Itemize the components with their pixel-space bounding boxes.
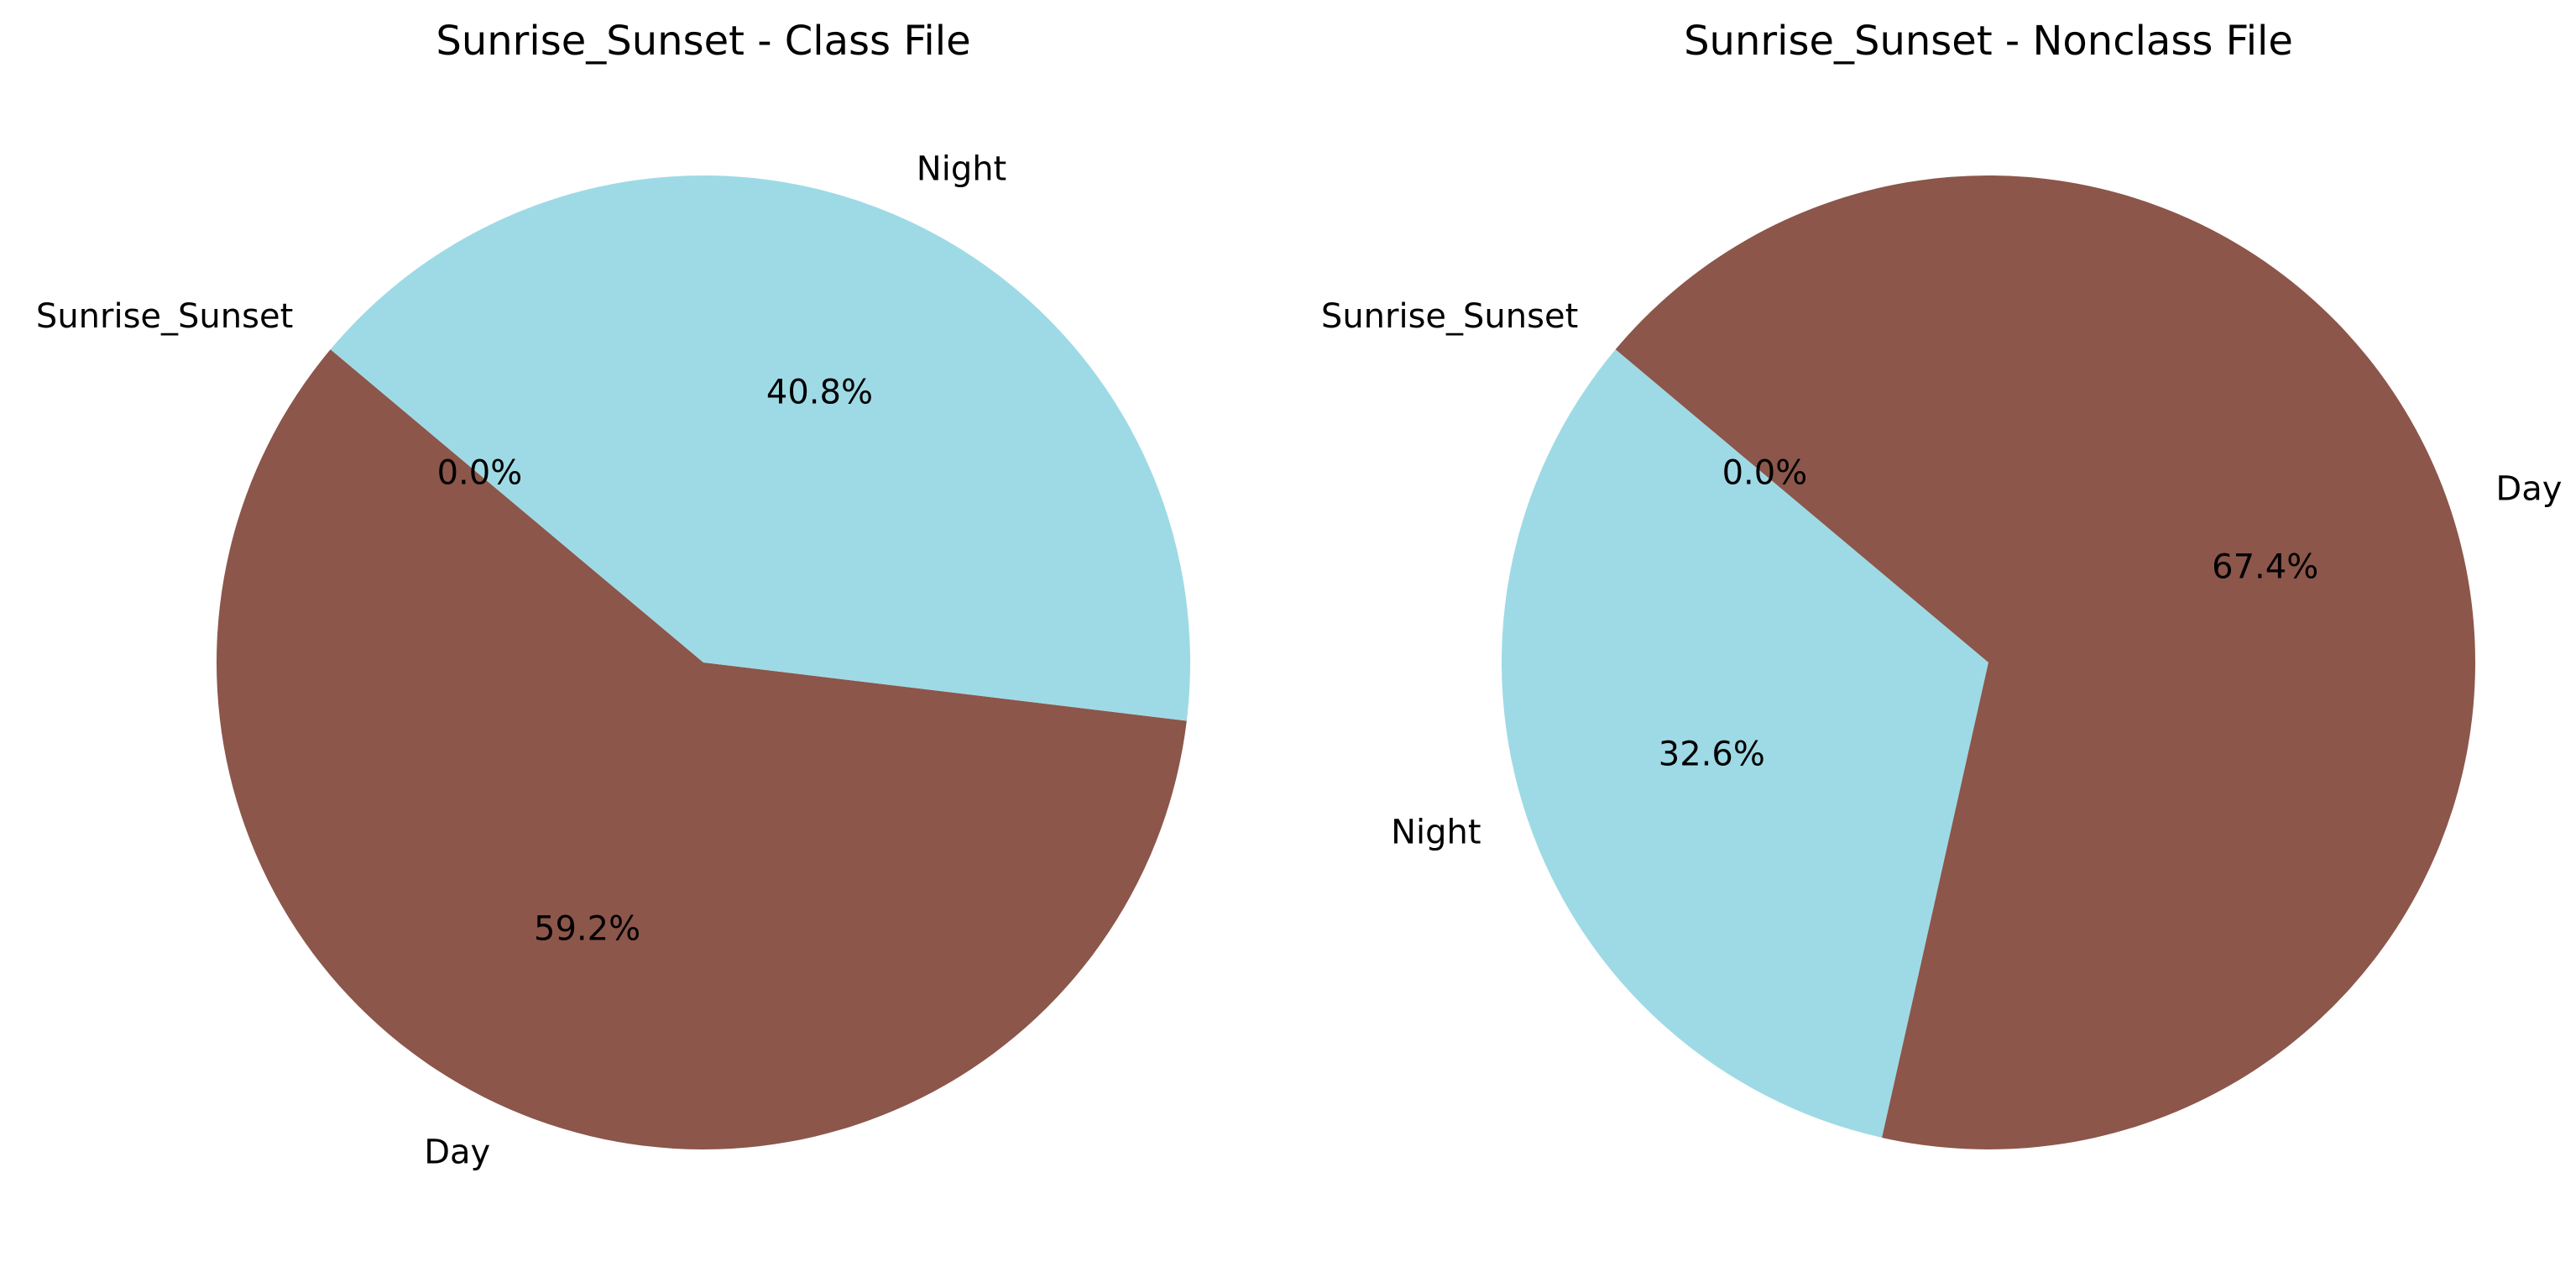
slice-percent-day: 67.4% <box>2212 548 2318 587</box>
slice-label-day: Day <box>424 1133 490 1171</box>
pie-slice-day <box>1615 175 2475 1149</box>
slice-percent-sunrise-sunset: 0.0% <box>437 453 523 492</box>
pie-slice-day <box>216 349 1187 1150</box>
pie-chart-nonclass-file: Sunrise_Sunset - Nonclass File Sunrise_S… <box>1321 18 2562 1149</box>
slice-label-sunrise-sunset: Sunrise_Sunset <box>1321 297 1578 336</box>
pie-labels: Sunrise_Sunset 0.0% Night 32.6% Day 67.4% <box>1321 297 2562 851</box>
slice-percent-sunrise-sunset: 0.0% <box>1722 453 1808 492</box>
slice-label-day: Day <box>2495 470 2562 509</box>
slice-percent-night: 32.6% <box>1659 735 1765 773</box>
slice-label-sunrise-sunset: Sunrise_Sunset <box>36 297 293 336</box>
pie-slices <box>1502 175 2475 1149</box>
chart-title: Sunrise_Sunset - Class File <box>436 18 970 65</box>
slice-label-night: Night <box>917 150 1006 189</box>
pie-labels: Sunrise_Sunset 0.0% Day 59.2% Night 40.8% <box>36 150 1006 1172</box>
slice-label-night: Night <box>1391 813 1481 851</box>
slice-percent-day: 59.2% <box>534 909 640 948</box>
chart-title: Sunrise_Sunset - Nonclass File <box>1684 18 2293 65</box>
pie-slice-night <box>330 175 1190 721</box>
pie-chart-class-file: Sunrise_Sunset - Class File Sunrise_Suns… <box>36 18 1190 1171</box>
slice-percent-night: 40.8% <box>766 374 873 412</box>
pie-slices <box>216 175 1190 1150</box>
pie-slice-night <box>1502 349 1988 1138</box>
